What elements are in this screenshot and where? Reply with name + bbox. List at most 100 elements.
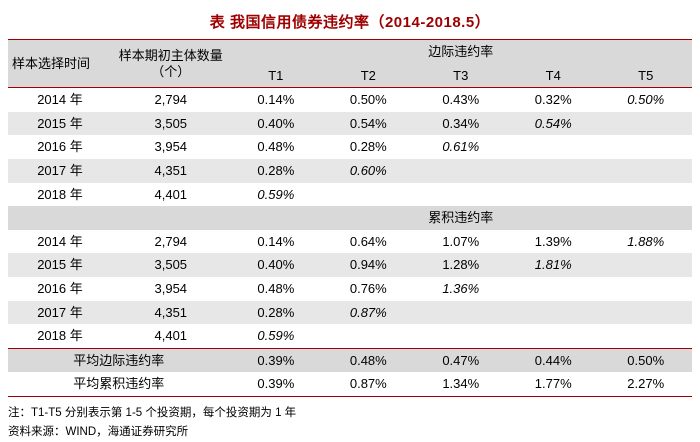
count-cell: 4,401	[154, 328, 188, 344]
rate-cell: 0.28%	[229, 158, 323, 183]
rate-cell	[507, 135, 599, 159]
rate-cell: 0.47%	[414, 347, 507, 373]
rate-cell: 0.43%	[442, 92, 480, 108]
count-cell: 3,505	[111, 253, 230, 277]
rate-cell	[415, 183, 507, 207]
summary-body: 平均边际违约率 0.39% 0.48% 0.47% 0.44% 0.50% 平均累积违约率 0…	[8, 347, 692, 397]
rate-cell: 0.64%	[349, 233, 387, 249]
rate-cell: 0.50%	[349, 92, 387, 108]
rate-cell: 0.54%	[507, 111, 600, 136]
rate-cell	[507, 158, 600, 183]
header-row-1: 样本选择时间 样本期初主体数量（个） 边际违约率	[8, 40, 692, 89]
rate-cell	[599, 135, 692, 159]
rate-cell	[414, 158, 507, 183]
rate-cell: 0.50%	[599, 347, 692, 373]
rate-cell: 0.28%	[349, 139, 387, 155]
table-row: 2016 年 3,954 0.48% 0.76% 1.36%	[8, 277, 692, 301]
rate-cell: 0.59%	[257, 328, 295, 344]
rate-cell	[599, 158, 692, 183]
col-header-t2: T2	[322, 63, 415, 89]
rate-cell: 0.87%	[322, 372, 415, 397]
summary-label: 平均边际违约率	[8, 347, 230, 373]
count-cell: 4,351	[111, 300, 230, 325]
rate-cell: 0.44%	[507, 347, 600, 373]
year-cell: 2018 年	[37, 186, 83, 202]
table-row: 2014 年 2,794 0.14% 0.64% 1.07% 1.39% 1.88%	[8, 230, 692, 254]
col-header-t1: T1	[229, 63, 323, 89]
rate-cell: 0.34%	[414, 111, 507, 136]
rate-cell: 0.32%	[534, 92, 572, 108]
rate-cell: 0.60%	[322, 158, 415, 183]
rate-cell: 0.48%	[257, 139, 295, 155]
rate-cell: 1.07%	[442, 233, 480, 249]
table-row: 2017 年 4,351 0.28% 0.60%	[8, 158, 692, 183]
year-cell: 2014 年	[37, 233, 83, 249]
rate-cell: 1.77%	[507, 372, 600, 397]
rate-cell	[414, 300, 507, 325]
count-cell: 4,401	[154, 186, 188, 202]
note-source: 资料来源：WIND，海通证券研究所	[8, 425, 189, 438]
rate-cell: 0.28%	[229, 300, 323, 325]
table-header: 样本选择时间 样本期初主体数量（个） 边际违约率 T1 T2 T3 T4 T5	[8, 40, 692, 89]
rate-cell: 0.14%	[257, 233, 295, 249]
summary-label: 平均累积违约率	[8, 372, 230, 397]
table-row: 2017 年 4,351 0.28% 0.87%	[8, 300, 692, 325]
rate-cell	[507, 183, 599, 207]
rate-cell: 0.50%	[627, 92, 665, 108]
default-rate-table: 样本选择时间 样本期初主体数量（个） 边际违约率 T1 T2 T3 T4 T5 …	[8, 40, 692, 397]
col-header-t5: T5	[599, 63, 692, 89]
rate-cell	[599, 324, 692, 348]
rate-cell	[507, 324, 599, 348]
table-row: 2015 年 3,505 0.40% 0.94% 1.28% 1.81%	[8, 253, 692, 277]
col-header-sample-time: 样本选择时间	[8, 40, 112, 89]
table-notes: 注：T1-T5 分别表示第 1-5 个投资期，每个投资期为 1 年 资料来源：W…	[8, 397, 692, 442]
rate-cell	[599, 111, 692, 136]
year-cell: 2016 年	[37, 280, 83, 296]
year-cell: 2018 年	[37, 328, 83, 344]
rate-cell: 0.76%	[349, 280, 387, 296]
rate-cell	[322, 324, 414, 348]
table-row: 2018 年 4,401 0.59%	[8, 324, 692, 348]
rate-cell: 1.34%	[414, 372, 507, 397]
rate-cell: 0.40%	[229, 253, 323, 277]
col-header-t3: T3	[414, 63, 507, 89]
rate-cell: 0.40%	[229, 111, 323, 136]
rate-cell: 1.39%	[534, 233, 572, 249]
rate-cell: 0.94%	[322, 253, 415, 277]
year-cell: 2017 年	[8, 300, 112, 325]
year-cell: 2015 年	[8, 111, 112, 136]
rate-cell	[599, 253, 692, 277]
cumulative-section-row: 累积违约率	[8, 206, 692, 230]
rate-cell	[599, 300, 692, 325]
year-cell: 2015 年	[8, 253, 112, 277]
rate-cell: 0.48%	[322, 347, 415, 373]
rate-cell: 0.54%	[322, 111, 415, 136]
rate-cell: 1.28%	[414, 253, 507, 277]
rate-cell	[322, 183, 414, 207]
note-definition: 注：T1-T5 分别表示第 1-5 个投资期，每个投资期为 1 年	[8, 406, 297, 419]
col-header-t4: T4	[507, 63, 600, 89]
rate-cell: 1.81%	[507, 253, 600, 277]
rate-cell: 0.48%	[257, 280, 295, 296]
count-cell: 3,954	[154, 280, 188, 296]
count-cell: 4,351	[111, 158, 230, 183]
table-row: 2018 年 4,401 0.59%	[8, 183, 692, 207]
rate-cell: 0.59%	[257, 186, 295, 202]
summary-row: 平均累积违约率 0.39% 0.87% 1.34% 1.77% 2.27%	[8, 372, 692, 397]
header-row-2: T1 T2 T3 T4 T5	[8, 63, 692, 89]
table-title: 表 我国信用债券违约率（2014-2018.5）	[8, 4, 692, 40]
year-cell: 2014 年	[37, 92, 83, 108]
count-cell: 3,954	[154, 139, 188, 155]
table-row: 2015 年 3,505 0.40% 0.54% 0.34% 0.54%	[8, 111, 692, 136]
rate-cell: 0.87%	[322, 300, 415, 325]
rate-cell: 2.27%	[599, 372, 692, 397]
col-header-entity-count: 样本期初主体数量（个）	[111, 40, 230, 89]
rate-cell: 1.36%	[442, 280, 480, 296]
count-cell: 2,794	[154, 233, 188, 249]
rate-cell: 0.39%	[229, 347, 323, 373]
rate-cell	[507, 300, 600, 325]
summary-row: 平均边际违约率 0.39% 0.48% 0.47% 0.44% 0.50%	[8, 347, 692, 373]
rate-cell: 1.88%	[627, 233, 665, 249]
rate-cell: 0.14%	[257, 92, 295, 108]
